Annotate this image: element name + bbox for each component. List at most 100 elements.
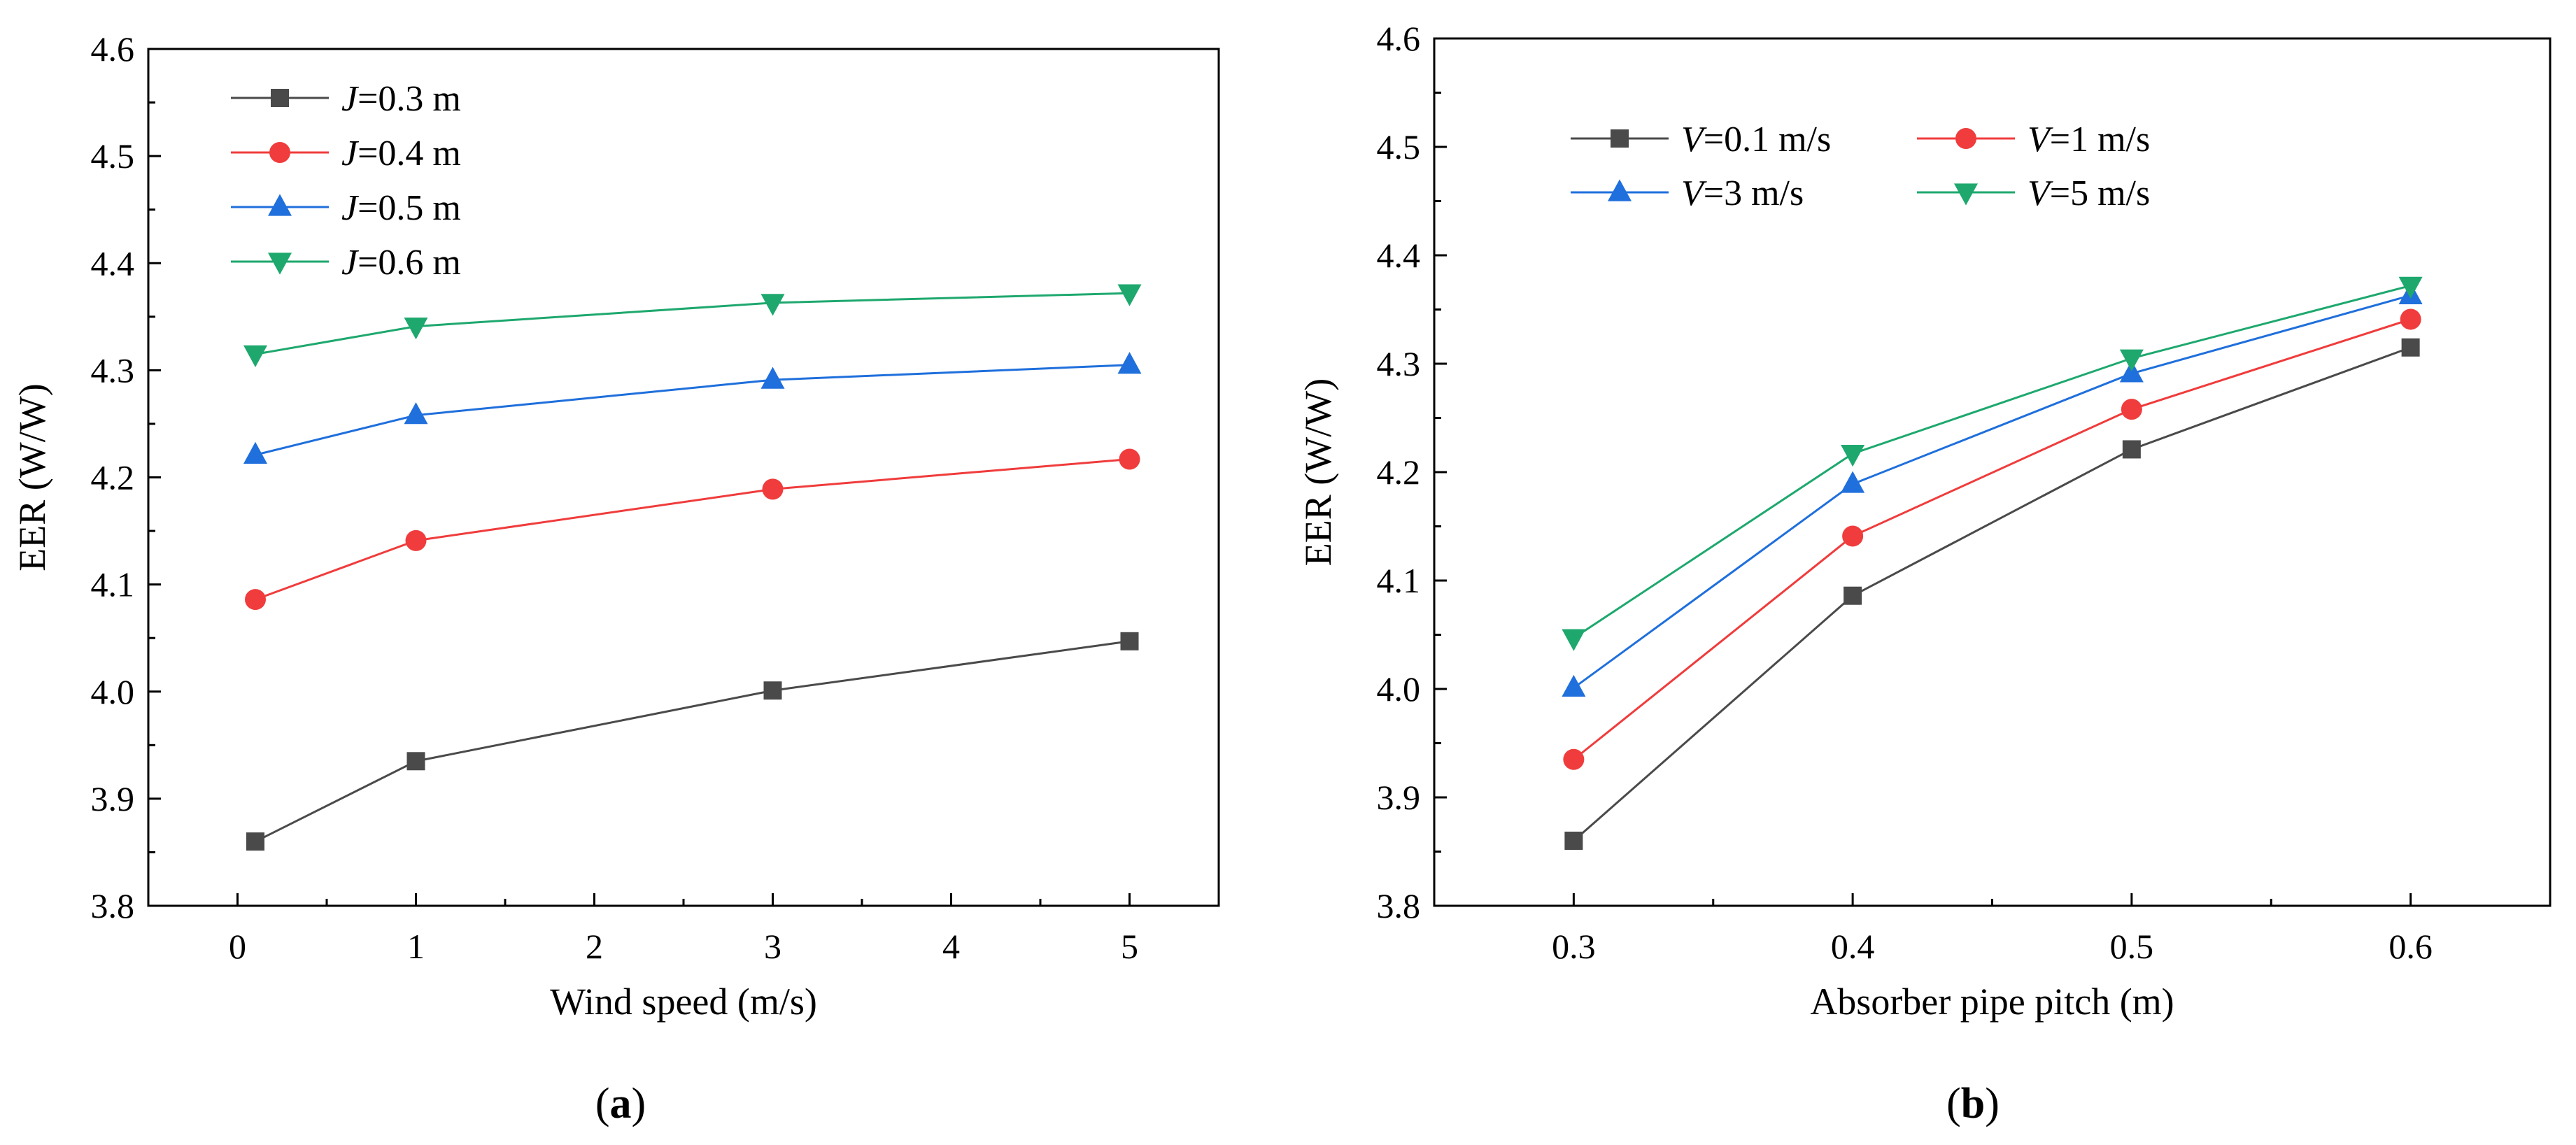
y-tick-label: 4.0	[91, 672, 135, 711]
legend-label-variable: V	[1681, 173, 1707, 213]
data-point	[243, 345, 267, 368]
data-point	[1842, 525, 1864, 547]
series-line	[255, 457, 1130, 601]
y-tick-label: 4.1	[91, 565, 135, 604]
y-tick-label: 4.2	[1377, 453, 1421, 492]
legend-marker	[268, 253, 292, 275]
legend-marker	[268, 194, 292, 216]
data-point	[2121, 399, 2142, 420]
y-tick-label: 4.6	[1377, 19, 1421, 58]
legend-label-variable: V	[1681, 120, 1707, 159]
series-4	[1562, 276, 2423, 651]
data-point	[405, 529, 427, 551]
y-tick-label: 4.0	[1377, 669, 1421, 709]
legend-label: J=0.3 m	[341, 79, 461, 119]
legend-marker	[1954, 183, 1978, 206]
data-point	[406, 752, 425, 771]
legend-marker	[269, 142, 290, 163]
series-line	[255, 292, 1130, 355]
data-point	[2122, 440, 2141, 459]
legend-label-variable: J	[341, 79, 360, 119]
panel-label: (a)	[595, 1080, 646, 1128]
data-point	[404, 402, 428, 425]
series-1	[1564, 338, 2420, 850]
legend-label-variable: V	[2027, 120, 2053, 159]
panel-label-letter: b	[1961, 1080, 1985, 1128]
panel-label-open: (	[595, 1080, 610, 1128]
series-line	[1573, 318, 2412, 760]
legend-label: J=0.6 m	[341, 243, 461, 283]
x-tick-label: 3	[764, 927, 781, 966]
x-tick-label: 0.5	[2110, 927, 2154, 966]
legend-marker	[1611, 129, 1629, 148]
legend-label: V=5 m/s	[2027, 173, 2150, 213]
legend-item: J=0.4 m	[231, 134, 461, 173]
x-tick-label: 0.3	[1552, 927, 1596, 966]
legend-label-variable: J	[341, 134, 360, 173]
x-tick-label: 5	[1121, 927, 1138, 966]
y-axis-title: EER (W/W)	[11, 383, 53, 571]
legend-item: V=3 m/s	[1571, 173, 1804, 213]
data-point	[763, 681, 782, 700]
chart-b-pipe-pitch: 3.8 3.9 4.0 4.1 4.2 4.3 4.4 4.5 4.6 0.3 0.4 0.5 0.6 A…	[1297, 19, 2552, 1128]
chart-a-wind-speed: 3.8 3.9 4.0 4.1 4.2 4.3 4.4 4.5 4.6 0 1 2 3 4 5 Wind sp…	[11, 29, 1220, 1128]
legend-label-value: =0.6 m	[358, 243, 461, 283]
y-tick-label: 4.2	[91, 458, 135, 497]
legend-item: V=1 m/s	[1917, 120, 2150, 159]
y-tick-label: 3.9	[1377, 778, 1421, 817]
legend-label-value: =0.5 m	[358, 188, 461, 228]
legend-label-variable: J	[341, 188, 360, 228]
y-tick-label: 4.4	[1377, 236, 1421, 275]
legend-label: J=0.4 m	[341, 134, 461, 173]
data-point	[1843, 586, 1862, 605]
x-tick-label: 0	[229, 927, 246, 966]
series-3	[243, 352, 1142, 464]
x-tick-label: 1	[407, 927, 425, 966]
x-tick-label: 2	[586, 927, 603, 966]
panel-label: (b)	[1946, 1080, 2000, 1128]
y-tick-label: 4.3	[1377, 344, 1421, 383]
legend-label: J=0.5 m	[341, 188, 461, 228]
legend-marker	[271, 89, 289, 107]
series-line	[255, 640, 1130, 843]
legend: J=0.3 mJ=0.4 mJ=0.5 mJ=0.6 m	[231, 79, 461, 283]
data-point	[2119, 360, 2144, 383]
data-point	[2400, 308, 2421, 330]
data-point	[243, 441, 267, 464]
y-tick-label: 4.4	[91, 243, 135, 283]
panel-label-letter: a	[610, 1080, 632, 1128]
data-point	[1841, 445, 1865, 467]
y-tick-label: 3.8	[1377, 886, 1421, 925]
series-2	[1563, 308, 2421, 770]
data-point	[1562, 629, 1586, 651]
data-point	[1562, 674, 1586, 697]
data-point	[246, 832, 264, 851]
legend-label: V=1 m/s	[2027, 120, 2150, 159]
y-tick-label: 4.3	[91, 350, 135, 390]
legend-label: V=0.1 m/s	[1681, 120, 1831, 159]
x-tick-label: 4	[942, 927, 960, 966]
y-tick-label: 3.8	[91, 886, 135, 925]
legend-item: V=5 m/s	[1917, 173, 2150, 213]
legend-label-value: =5 m/s	[2050, 173, 2150, 213]
legend-label-value: =1 m/s	[2050, 120, 2150, 159]
data-point	[1563, 748, 1585, 770]
data-point	[1117, 352, 1142, 374]
data-point	[2401, 338, 2420, 357]
series-line	[1573, 294, 2412, 689]
x-axis-title: Absorber pipe pitch (m)	[1810, 981, 2174, 1023]
y-tick-label: 4.1	[1377, 561, 1421, 600]
legend-item: V=0.1 m/s	[1571, 120, 1831, 159]
panel-label-close: )	[1985, 1080, 2000, 1128]
x-tick-label: 0.6	[2389, 927, 2433, 966]
data-point	[2398, 276, 2423, 299]
legend-label-variable: J	[341, 243, 360, 283]
legend-item: J=0.6 m	[231, 243, 461, 283]
series-4	[243, 284, 1142, 368]
data-point	[2119, 349, 2144, 371]
y-tick-label: 4.6	[91, 29, 135, 69]
legend-item: J=0.5 m	[231, 188, 461, 228]
legend-label-value: =3 m/s	[1704, 173, 1804, 213]
data-point	[762, 478, 784, 500]
